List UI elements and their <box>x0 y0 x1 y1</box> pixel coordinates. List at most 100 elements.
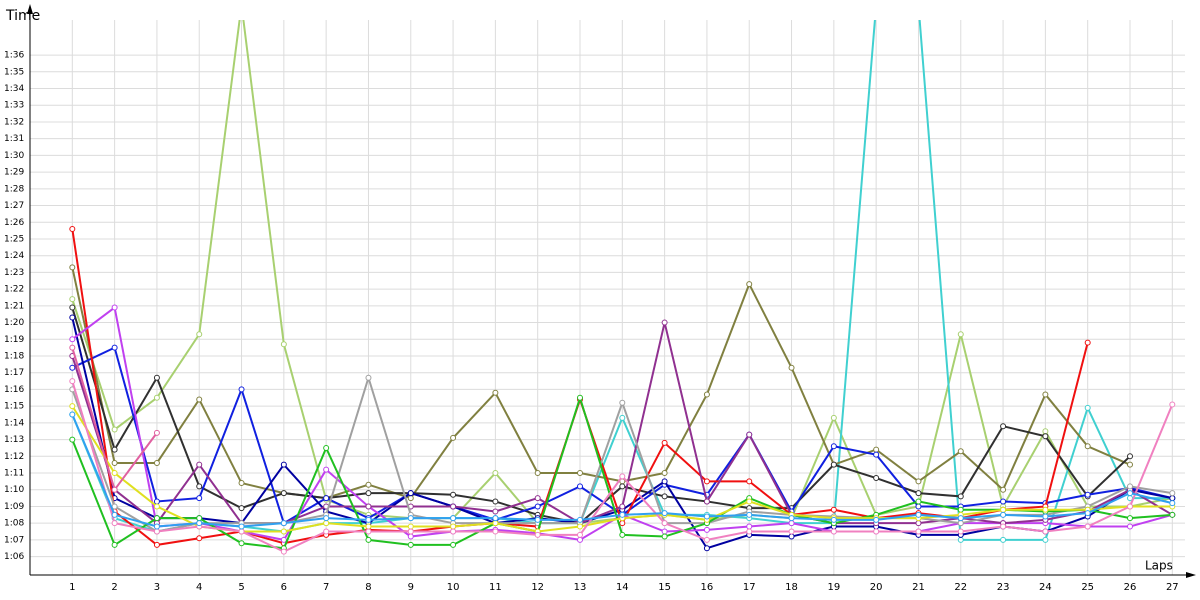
data-point <box>957 331 964 338</box>
data-point <box>153 515 160 522</box>
data-point <box>111 486 118 493</box>
data-point <box>1127 515 1133 522</box>
data-point <box>365 503 372 510</box>
data-point <box>280 490 287 497</box>
data-point <box>1042 433 1049 440</box>
data-point <box>661 520 668 527</box>
data-point <box>153 541 160 548</box>
data-point <box>492 528 499 535</box>
data-point <box>957 506 964 513</box>
data-point <box>69 364 76 371</box>
data-point <box>661 493 668 500</box>
data-point <box>492 470 499 477</box>
data-point <box>365 490 372 497</box>
data-point <box>746 281 753 288</box>
labels: 1:06 1:07 1:08 1:09 1:10 1:11 1:12 1:13 1:14 1:15… <box>4 51 1179 593</box>
data-point <box>238 528 245 535</box>
data-point <box>619 473 626 480</box>
data-point <box>957 515 964 522</box>
data-point <box>830 506 837 513</box>
x-tick-label: 10 <box>447 582 460 593</box>
data-point <box>873 446 880 453</box>
data-point <box>577 394 583 401</box>
data-point <box>915 490 922 497</box>
data-point <box>280 548 287 555</box>
data-point <box>111 426 118 433</box>
x-tick-label: 20 <box>870 582 883 593</box>
data-point <box>873 451 880 458</box>
data-point <box>280 528 287 535</box>
data-point <box>661 533 668 540</box>
data-point <box>577 523 583 530</box>
data-point <box>1042 428 1049 435</box>
data-point <box>703 391 710 398</box>
data-point <box>153 498 160 505</box>
data-point <box>577 531 583 538</box>
data-point <box>534 503 541 510</box>
data-point <box>619 511 626 518</box>
data-point <box>577 470 583 477</box>
data-point <box>534 470 541 477</box>
data-point <box>915 498 922 505</box>
y-tick-label: 1:36 <box>4 51 24 61</box>
data-point <box>153 394 160 401</box>
data-point <box>873 475 880 482</box>
y-tick-label: 1:34 <box>4 84 24 94</box>
y-axis-arrow <box>27 4 33 14</box>
x-tick-label: 22 <box>954 582 967 593</box>
data-point <box>69 436 76 443</box>
data-point <box>1000 536 1007 543</box>
data-point <box>1084 339 1091 346</box>
data-point <box>661 439 668 446</box>
data-point <box>746 511 753 518</box>
data-point <box>111 446 118 453</box>
data-point <box>1127 490 1133 497</box>
data-point <box>619 483 626 490</box>
data-point <box>746 478 753 485</box>
data-point <box>1084 443 1091 450</box>
x-tick-label: 18 <box>785 582 798 593</box>
y-tick-label: 1:21 <box>4 301 24 311</box>
data-point <box>788 533 795 540</box>
data-point <box>830 414 837 421</box>
data-point <box>1169 401 1176 408</box>
data-point <box>957 520 964 527</box>
data-point <box>1127 503 1133 510</box>
data-point <box>1127 461 1133 468</box>
data-point <box>111 344 118 351</box>
x-axis-arrow <box>1186 572 1196 578</box>
y-tick-label: 1:06 <box>4 552 24 562</box>
data-point <box>703 526 710 533</box>
data-point <box>69 225 76 232</box>
data-point <box>577 483 583 490</box>
data-point <box>746 431 753 438</box>
x-tick-label: 5 <box>238 582 244 593</box>
data-point <box>746 523 753 530</box>
data-point <box>492 515 499 522</box>
data-point <box>69 344 76 351</box>
data-point <box>1169 490 1176 497</box>
data-point <box>407 490 414 497</box>
data-point <box>1042 528 1049 535</box>
y-tick-label: 1:25 <box>4 234 24 244</box>
x-tick-label: 21 <box>912 582 925 593</box>
data-point <box>69 411 76 418</box>
data-point <box>323 444 330 451</box>
data-point <box>1169 511 1176 518</box>
data-point <box>323 528 330 535</box>
data-point <box>365 516 372 523</box>
data-point <box>534 531 541 538</box>
data-point <box>830 461 837 468</box>
y-tick-label: 1:26 <box>4 218 24 228</box>
data-point <box>365 374 372 381</box>
plot-area <box>69 20 1176 555</box>
data-point <box>196 515 203 522</box>
data-point <box>450 434 457 441</box>
data-point <box>111 470 118 477</box>
x-tick-label: 1 <box>69 582 75 593</box>
data-point <box>69 403 76 410</box>
y-tick-label: 1:11 <box>4 469 24 479</box>
data-point <box>534 516 541 523</box>
data-point <box>1084 510 1091 517</box>
